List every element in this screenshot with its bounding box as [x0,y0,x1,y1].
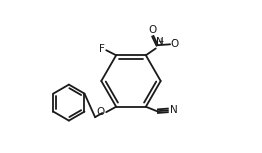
Text: O: O [97,107,105,118]
Text: F: F [99,44,105,54]
Text: N: N [156,37,164,47]
Text: O: O [171,39,179,49]
Text: -: - [173,35,176,44]
Text: O: O [149,25,157,35]
Text: +: + [157,37,163,47]
Text: N: N [170,105,178,115]
